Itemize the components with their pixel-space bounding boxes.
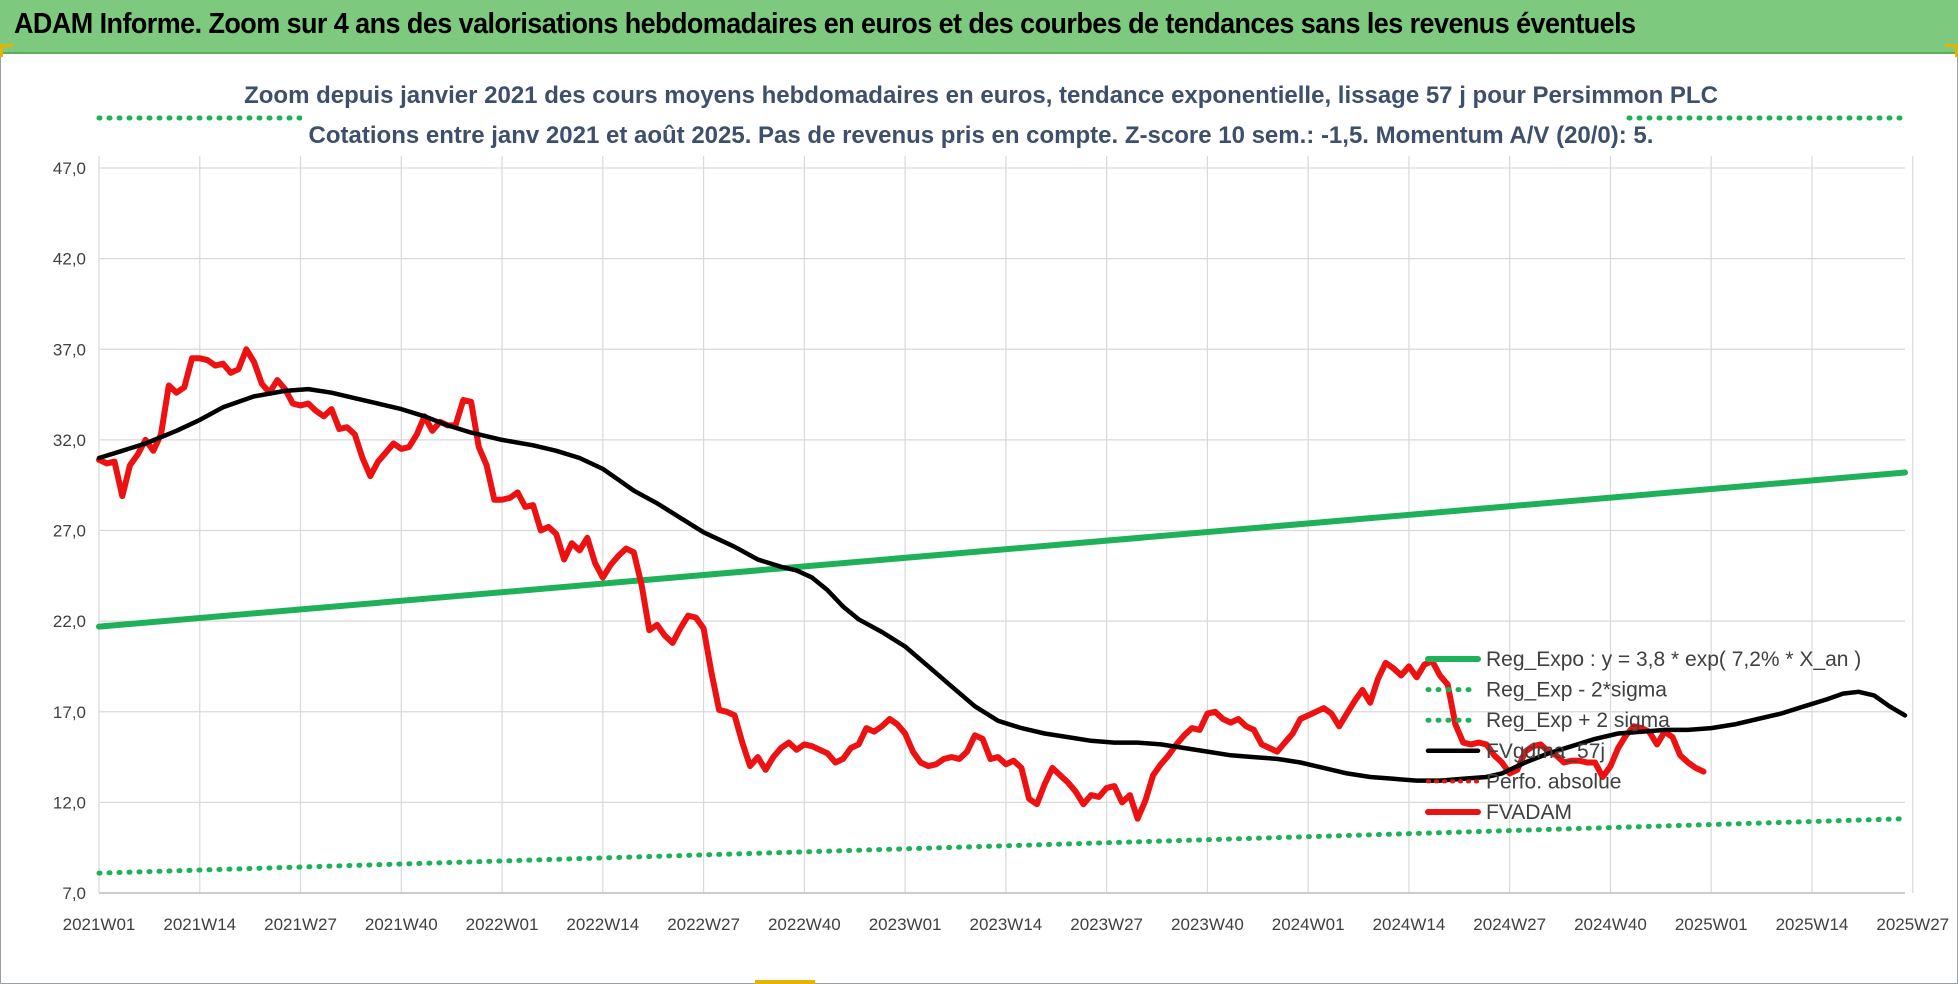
x-tick-label: 2024W01 bbox=[1272, 915, 1345, 934]
y-axis-labels: 7,0 12,0 17,0 22,0 27,0 32,0 37,0 42,0 47,0 bbox=[53, 159, 86, 903]
y-tick-label: 12,0 bbox=[53, 793, 86, 812]
x-tick-label: 2025W27 bbox=[1876, 915, 1949, 934]
bottom-marker bbox=[755, 980, 815, 984]
x-tick-label: 2025W01 bbox=[1675, 915, 1748, 934]
x-tick-label: 2024W40 bbox=[1574, 915, 1647, 934]
x-tick-label: 2023W40 bbox=[1171, 915, 1244, 934]
y-tick-label: 42,0 bbox=[53, 250, 86, 269]
x-tick-label: 2024W14 bbox=[1373, 915, 1446, 934]
y-tick-label: 37,0 bbox=[53, 340, 86, 359]
legend: Reg_Expo : y = 3,8 * exp( 7,2% * X_an ) R… bbox=[1425, 648, 1861, 824]
plot-area-border bbox=[62, 62, 1942, 972]
series-line-3 bbox=[96, 386, 1908, 783]
y-tick-label: 17,0 bbox=[53, 703, 86, 722]
top-banner: ADAM Informe. Zoom sur 4 ans des valoris… bbox=[0, 0, 1958, 54]
y-tick-label: 27,0 bbox=[53, 522, 86, 541]
x-tick-label: 2023W01 bbox=[869, 915, 942, 934]
legend-label: FVADAM bbox=[1486, 801, 1572, 824]
legend-label: Perfo. absolue bbox=[1486, 770, 1621, 793]
x-tick-label: 2025W14 bbox=[1776, 915, 1849, 934]
legend-label: Reg_Expo : y = 3,8 * exp( 7,2% * X_an ) bbox=[1486, 648, 1861, 671]
y-tick-label: 7,0 bbox=[62, 884, 86, 903]
x-tick-label: 2021W27 bbox=[264, 915, 337, 934]
y-tick-label: 22,0 bbox=[53, 612, 86, 631]
chart-title-line1: Zoom depuis janvier 2021 des cours moyen… bbox=[244, 82, 1718, 109]
x-tick-label: 2021W40 bbox=[365, 915, 438, 934]
corner-marker-left bbox=[0, 44, 13, 57]
series-line-0 bbox=[96, 469, 1908, 630]
x-tick-label: 2021W01 bbox=[63, 915, 136, 934]
x-tick-label: 2022W14 bbox=[566, 915, 639, 934]
y-tick-label: 47,0 bbox=[53, 159, 86, 178]
series-layer bbox=[96, 115, 1908, 876]
y-tick-label: 32,0 bbox=[53, 431, 86, 450]
legend-label: Reg_Exp - 2*sigma bbox=[1486, 679, 1667, 702]
x-tick-label: 2023W14 bbox=[969, 915, 1042, 934]
x-tick-label: 2022W01 bbox=[466, 915, 539, 934]
corner-marker-right bbox=[1945, 44, 1958, 57]
x-tick-label: 2024W27 bbox=[1473, 915, 1546, 934]
x-axis-labels: 2021W01 2021W14 2021W27 2021W40 2022W01 2022W… bbox=[63, 915, 1950, 934]
chart-title-line2: Cotations entre janv 2021 et août 2025. … bbox=[309, 122, 1654, 149]
series-line-1 bbox=[96, 816, 1908, 876]
x-tick-label: 2022W40 bbox=[768, 915, 841, 934]
x-tick-label: 2022W27 bbox=[667, 915, 740, 934]
banner-title: ADAM Informe. Zoom sur 4 ans des valoris… bbox=[14, 8, 1636, 40]
x-tick-label: 2021W14 bbox=[163, 915, 236, 934]
legend-label: Reg_Exp + 2 sigma bbox=[1486, 709, 1670, 732]
legend-label: FVgdma_57j bbox=[1486, 740, 1605, 763]
title-backdrop bbox=[302, 76, 1624, 156]
x-tick-label: 2023W27 bbox=[1070, 915, 1143, 934]
series-line-5 bbox=[96, 346, 1707, 822]
grid bbox=[98, 156, 1914, 894]
